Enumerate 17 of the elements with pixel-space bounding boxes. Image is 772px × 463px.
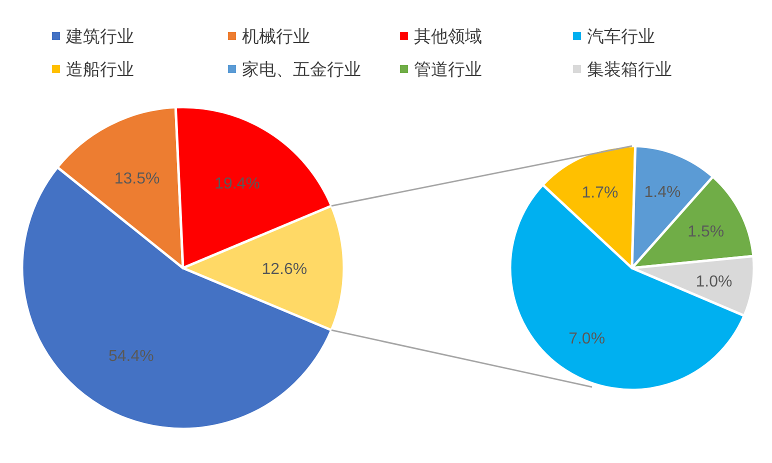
legend-label: 管道行业 [414, 60, 482, 79]
data-label: 7.0% [568, 330, 606, 348]
data-label: 12.6% [262, 261, 308, 278]
data-label: 1.4% [644, 184, 681, 201]
legend-label: 家电、五金行业 [242, 60, 361, 79]
legend-label: 其他领域 [414, 27, 482, 46]
legend-label: 汽车行业 [587, 27, 655, 46]
data-label: 1.0% [696, 274, 732, 291]
data-label: 19.4% [214, 175, 260, 192]
legend-label: 建筑行业 [65, 27, 134, 46]
legend-label: 机械行业 [242, 27, 310, 46]
legend-label: 集装箱行业 [587, 60, 672, 79]
data-label: 1.5% [688, 223, 724, 240]
data-label: 54.4% [108, 348, 154, 366]
data-label: 1.7% [582, 184, 618, 202]
data-label: 13.5% [114, 170, 160, 188]
legend-label: 造船行业 [66, 60, 134, 79]
